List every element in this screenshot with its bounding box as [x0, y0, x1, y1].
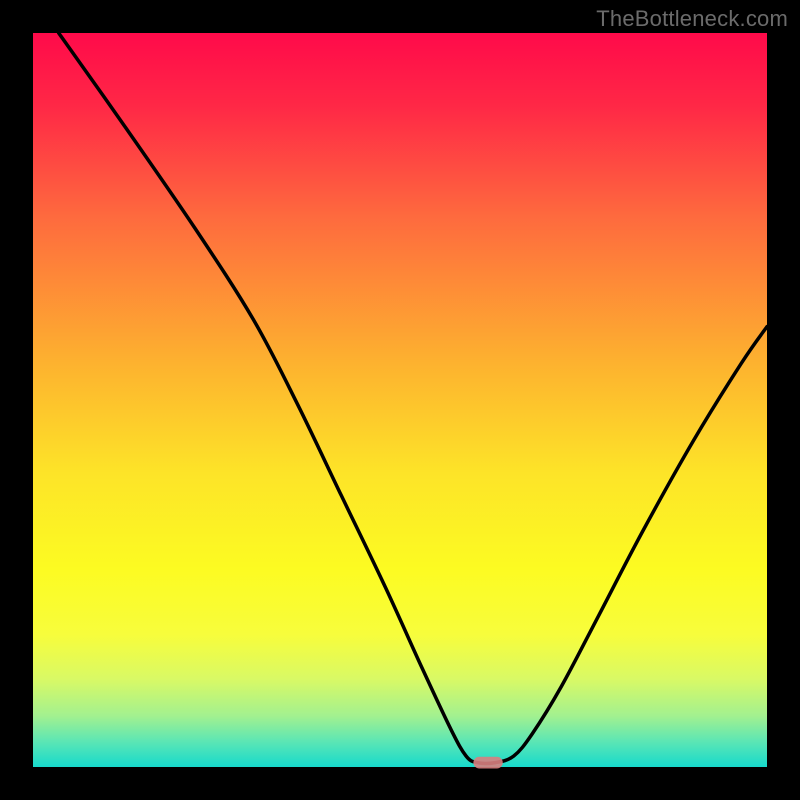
- bottleneck-chart: TheBottleneck.com: [0, 0, 800, 800]
- optimal-marker: [473, 757, 502, 769]
- watermark-text: TheBottleneck.com: [596, 6, 788, 32]
- chart-svg: [0, 0, 800, 800]
- chart-background: [33, 33, 767, 767]
